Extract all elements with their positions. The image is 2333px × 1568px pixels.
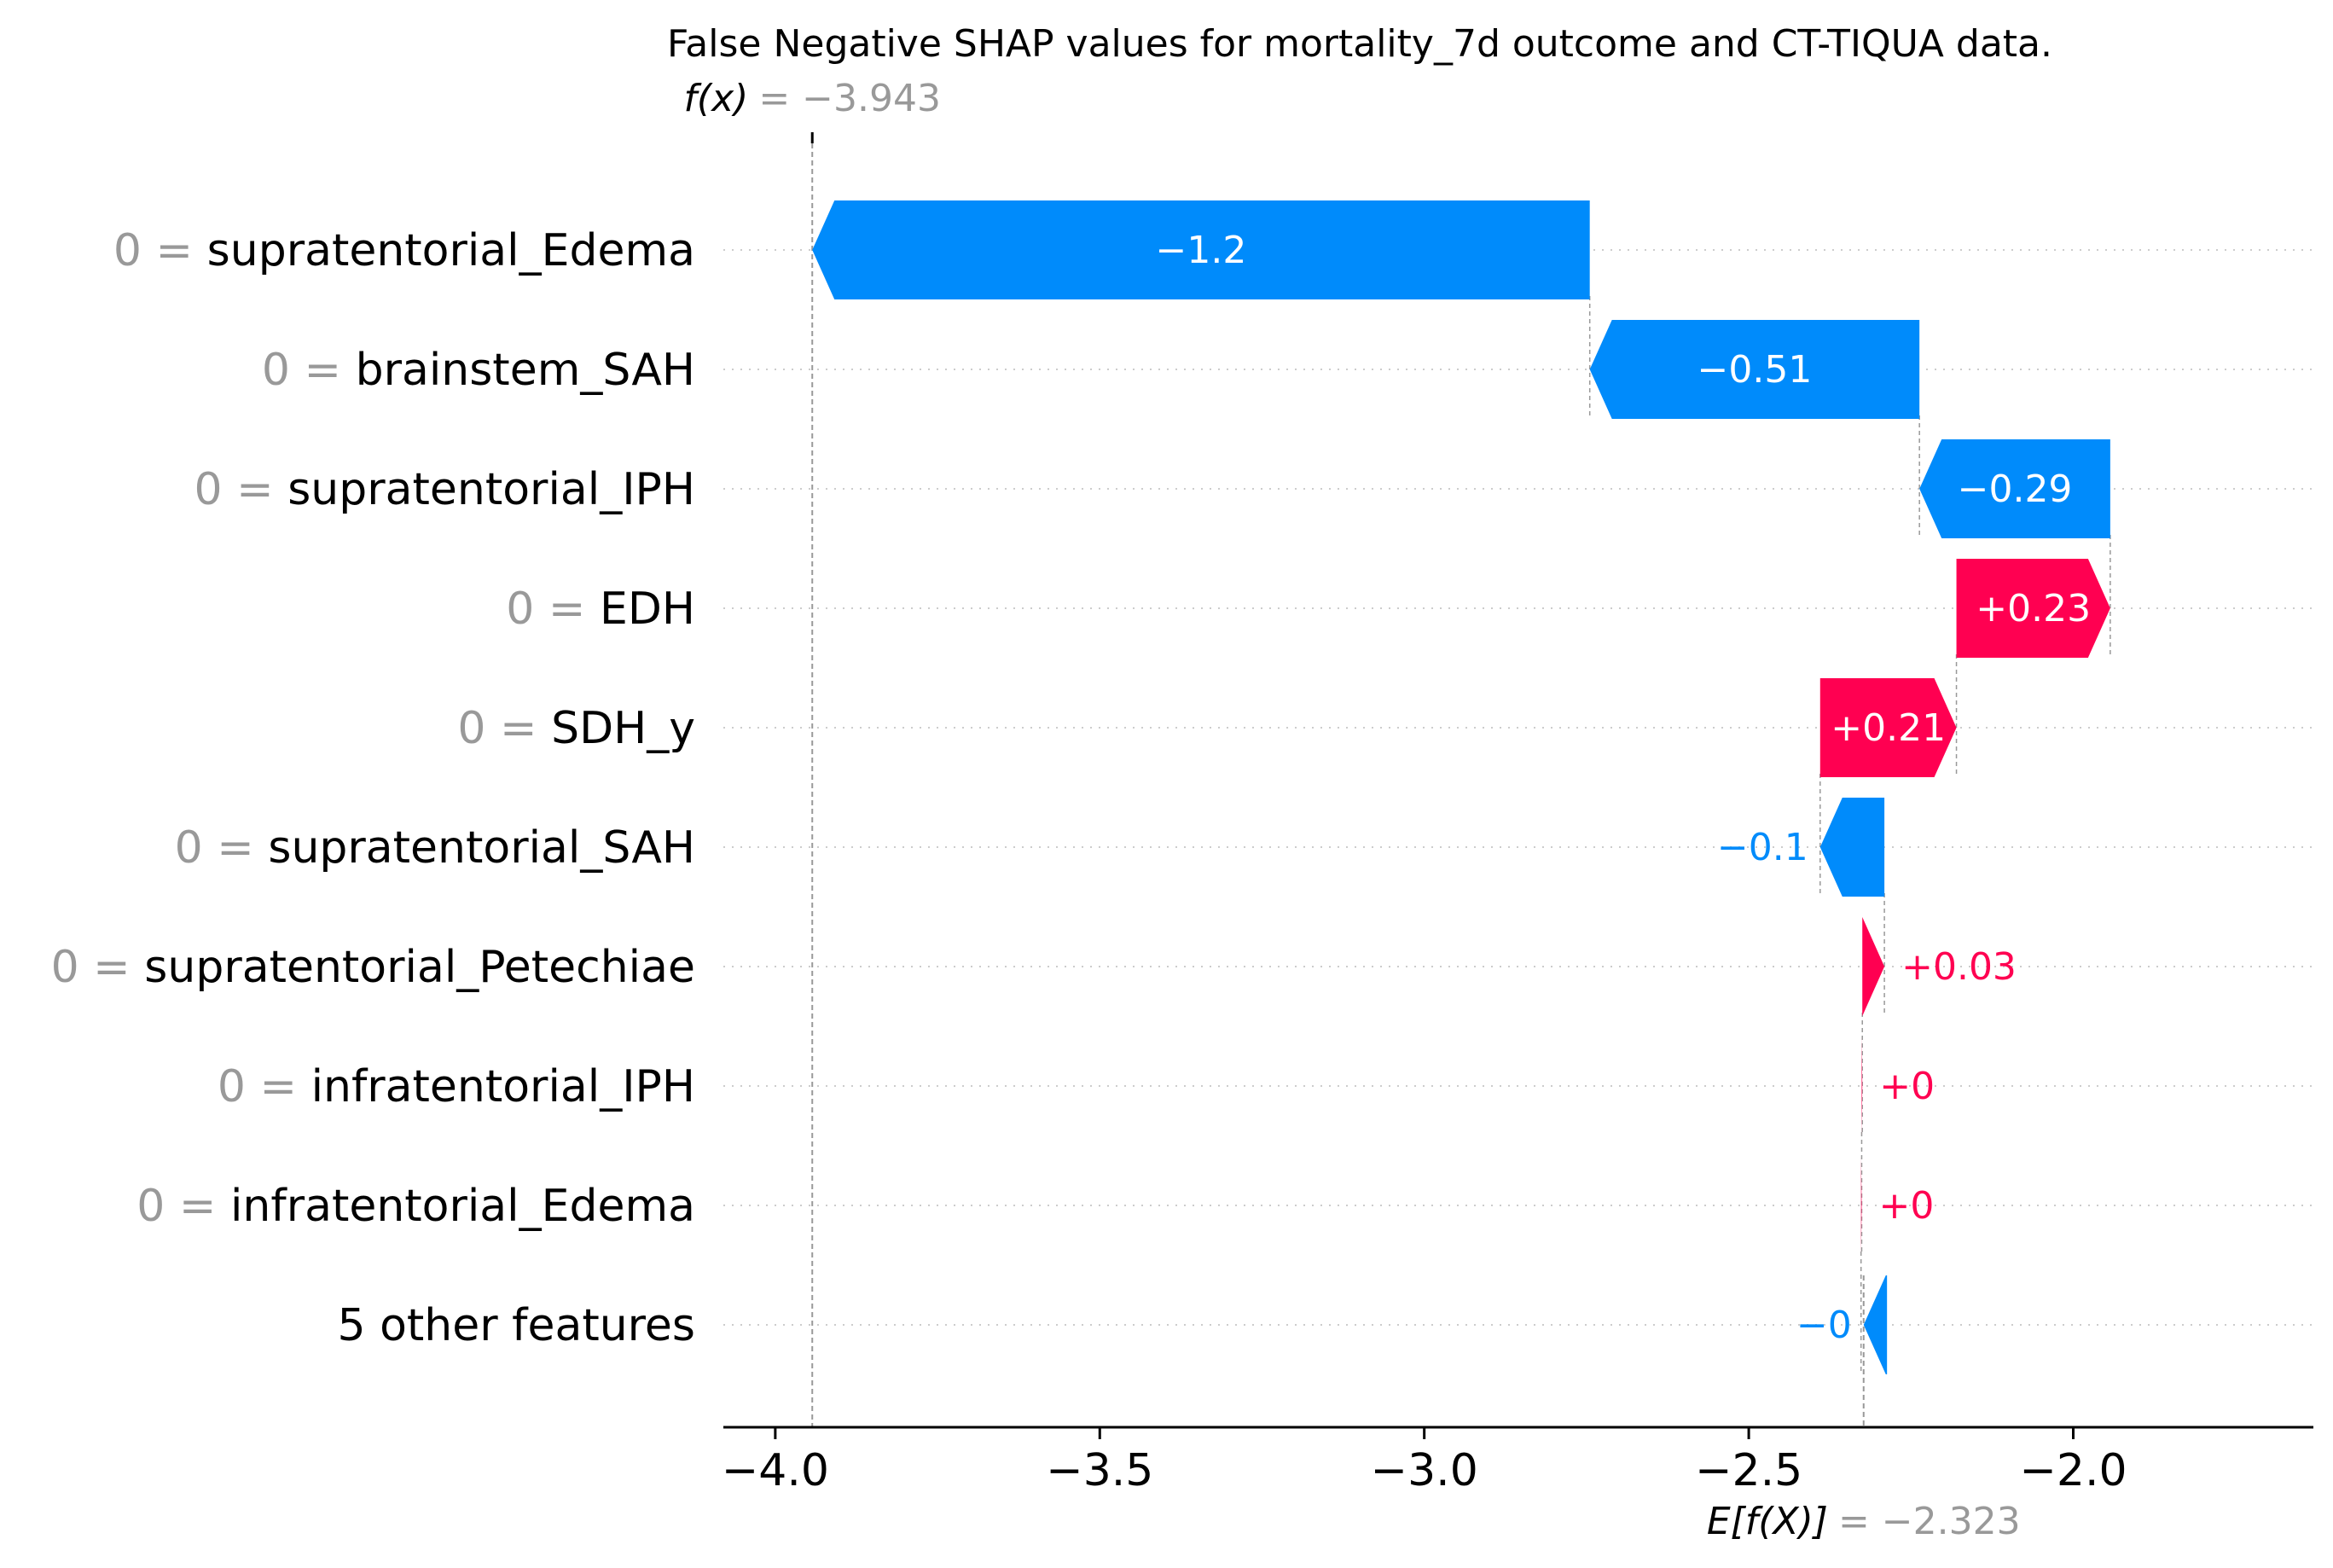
base-value-label: E[f(X)] = −2.323 [1707,1500,2021,1543]
feature-value: 0 = [457,703,551,754]
feature-value: 0 = [262,345,356,396]
feature-name: brainstem_SAH [356,345,695,396]
feature-label: 0 = SDH_y [457,703,695,754]
shap-bar [1862,917,1885,1016]
shap-bar [1863,1275,1888,1374]
x-tick-label: −4.0 [722,1445,829,1496]
shap-bar [1860,1156,1862,1255]
bar-value-label: −0.1 [1717,826,1808,869]
feature-name: infratentorial_Edema [230,1181,695,1232]
feature-label: 0 = infratentorial_Edema [136,1181,695,1232]
fx-annotation: f(x) = −3.943 [683,77,941,143]
base-symbol: E[f(X)] [1707,1500,1828,1543]
feature-name: EDH [600,584,695,635]
feature-label: 0 = supratentorial_IPH [194,464,696,515]
feature-value: 0 = [194,464,288,515]
feature-name: infratentorial_IPH [311,1061,695,1112]
feature-label: 5 other features [337,1300,695,1351]
bar-value-label: −0.29 [1958,467,2073,511]
chart-title: False Negative SHAP values for mortality… [667,22,2052,66]
shap-bar [1819,798,1885,897]
feature-value: 0 = [175,822,269,874]
row-gridlines [723,249,2313,1326]
bar-value-label: +0 [1879,1065,1935,1108]
x-tick-label: −2.0 [2019,1445,2127,1496]
fx-value: = −3.943 [758,77,941,120]
x-tick-label: −2.5 [1695,1445,1802,1496]
feature-value: 0 = [218,1061,311,1112]
feature-value: 0 = [506,584,600,635]
feature-name: supratentorial_Petechiae [144,942,695,993]
base-value: = −2.323 [1838,1500,2021,1543]
bar-value-label: +0 [1878,1184,1934,1228]
feature-value: 0 = [113,225,207,276]
x-axis-ticks: −4.0 −3.5 −3.0 −2.5 −2.0 [722,1427,2127,1496]
bar-value-label: +0.03 [1901,945,2017,989]
feature-name: SDH_y [551,703,695,754]
shap-bar [812,200,1590,299]
shap-bar [1919,439,2110,538]
feature-name: supratentorial_SAH [268,822,695,874]
bar-value-label: −0.51 [1698,348,1813,392]
fx-symbol: f(x) [683,77,748,120]
feature-name: supratentorial_Edema [207,225,695,276]
bars: −1.2 −0.51 −0.29 +0.23 +0.21 −0.1 +0.03 +0 +0 −0 [812,200,2110,1374]
x-axis: −4.0 −3.5 −3.0 −2.5 −2.0 [722,1426,2313,1496]
bar-value-label: +0.21 [1831,706,1946,750]
feature-label: 0 = supratentorial_SAH [175,822,695,874]
bar-value-label: −0 [1796,1304,1852,1347]
feature-label: 0 = supratentorial_Edema [113,225,695,276]
feature-label: 0 = EDH [506,584,695,635]
feature-label: 0 = brainstem_SAH [262,345,695,396]
reference-lines [811,143,2111,1427]
feature-label: 0 = supratentorial_Petechiae [51,942,695,993]
shap-bar [1861,1037,1863,1135]
feature-label: 0 = infratentorial_IPH [218,1061,695,1112]
bar-value-label: −1.2 [1156,229,1247,272]
feature-value: 0 = [136,1181,230,1232]
bar-value-label: +0.23 [1976,587,2091,630]
base-value-annotation: E[f(X)] = −2.323 [1707,1500,2021,1543]
shap-bar [1589,320,1920,419]
shap-bar [1819,678,1957,777]
shap-bar [1956,559,2110,658]
fx-label: f(x) = −3.943 [683,77,941,120]
feature-name: supratentorial_IPH [287,464,695,515]
x-tick-label: −3.5 [1046,1445,1153,1496]
feature-value: 0 = [51,942,145,993]
feature-name: 5 other features [337,1300,695,1351]
x-tick-label: −3.0 [1371,1445,1478,1496]
